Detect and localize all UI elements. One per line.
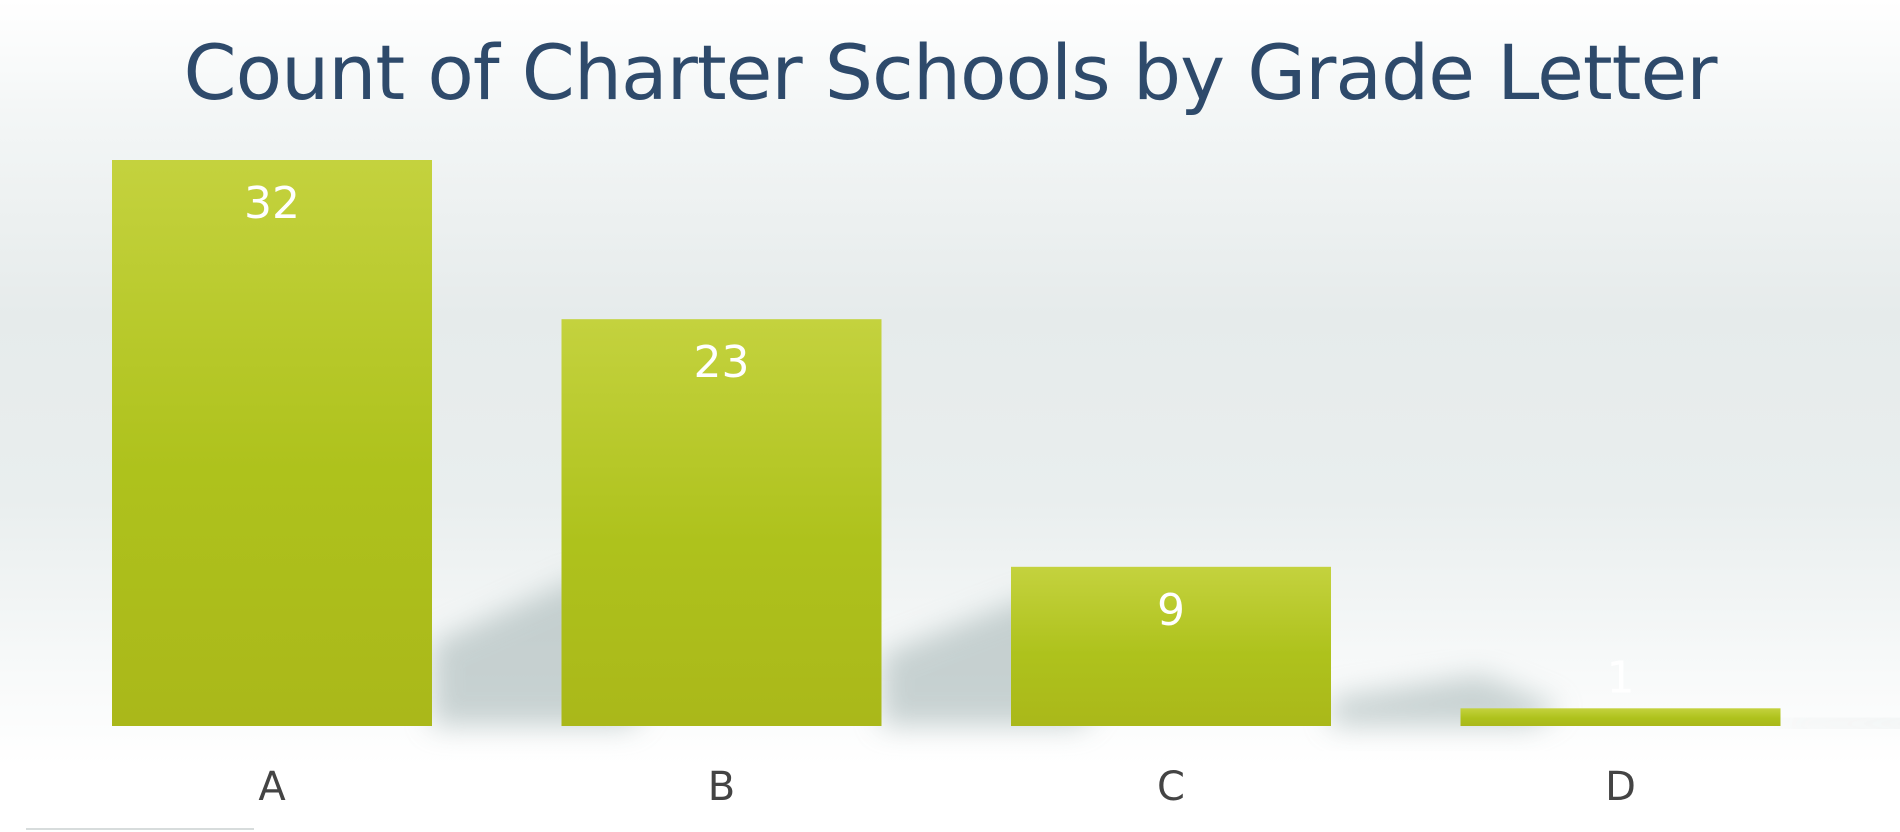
x-axis-tick-labels: A B C D	[258, 764, 1636, 810]
bar-shadow-d	[1780, 720, 1900, 726]
data-label-d: 1	[1607, 652, 1635, 703]
bar-d	[1460, 708, 1781, 726]
bar-c	[1011, 566, 1331, 726]
data-labels: 32 23 9 1	[244, 178, 1635, 703]
data-label-b: 23	[694, 337, 750, 388]
tick-label-c: C	[1157, 764, 1185, 810]
bar-b	[561, 319, 882, 726]
tick-label-a: A	[258, 764, 286, 810]
tick-label-d: D	[1605, 764, 1636, 810]
chart-title: Count of Charter Schools by Grade Letter	[183, 28, 1718, 117]
bottom-divider	[26, 828, 254, 830]
bar-a	[112, 160, 432, 726]
bars	[112, 160, 1781, 726]
tick-label-b: B	[708, 764, 735, 810]
data-label-a: 32	[244, 178, 300, 229]
data-label-c: 9	[1157, 585, 1185, 636]
